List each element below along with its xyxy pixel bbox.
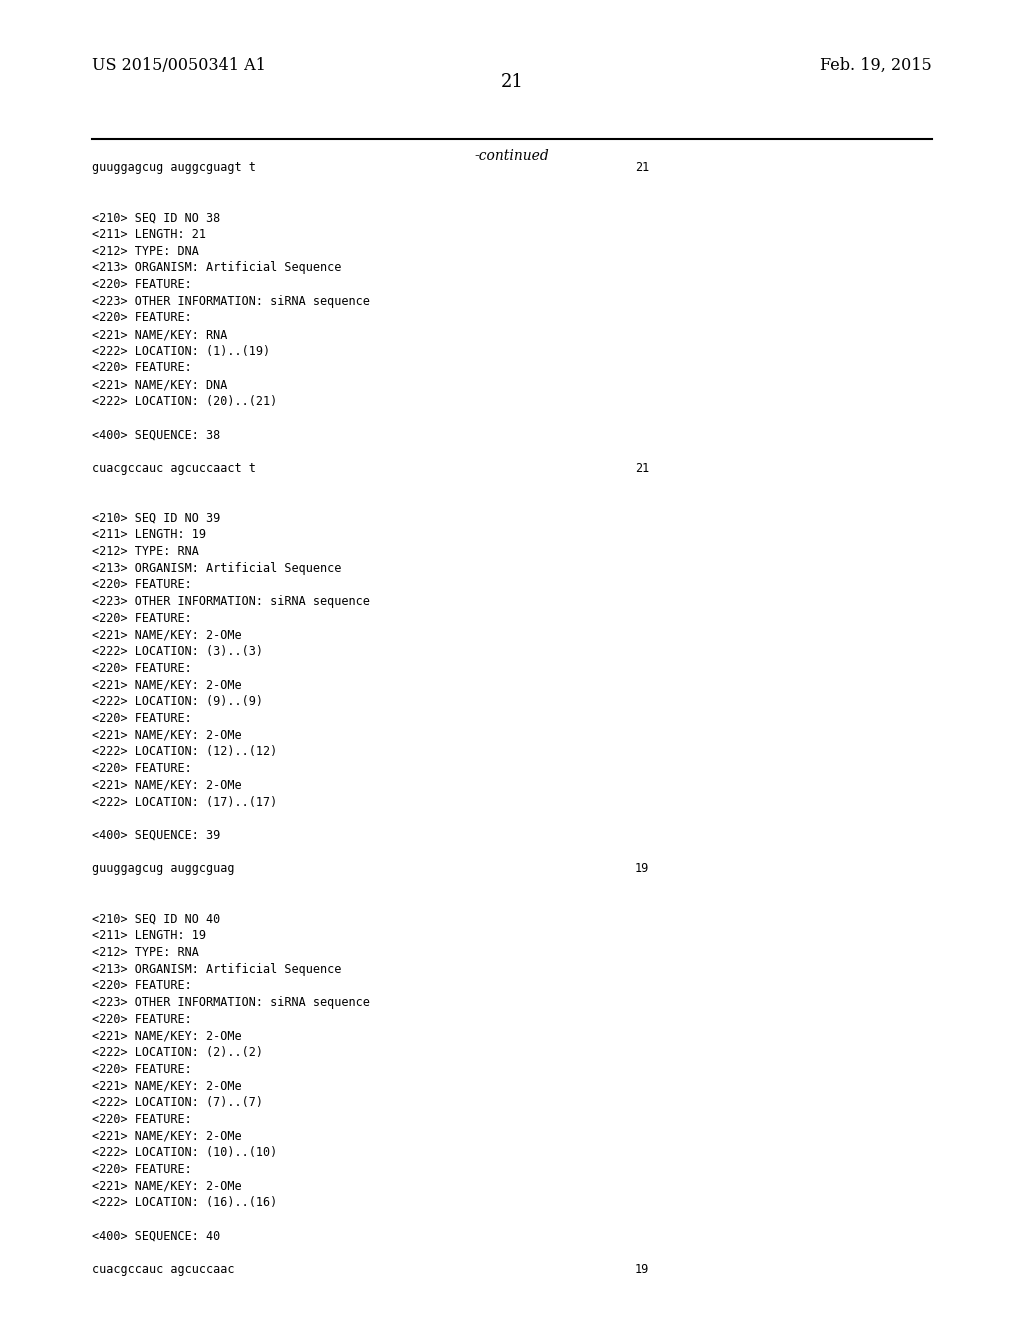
Text: <220> FEATURE:: <220> FEATURE: [92, 312, 191, 325]
Text: <222> LOCATION: (10)..(10): <222> LOCATION: (10)..(10) [92, 1146, 278, 1159]
Text: 21: 21 [635, 161, 649, 174]
Text: <221> NAME/KEY: DNA: <221> NAME/KEY: DNA [92, 378, 227, 391]
Text: <222> LOCATION: (3)..(3): <222> LOCATION: (3)..(3) [92, 645, 263, 659]
Text: <221> NAME/KEY: 2-OMe: <221> NAME/KEY: 2-OMe [92, 779, 242, 792]
Text: cuacgccauc agcuccaac: cuacgccauc agcuccaac [92, 1263, 234, 1276]
Text: <222> LOCATION: (9)..(9): <222> LOCATION: (9)..(9) [92, 696, 263, 709]
Text: <222> LOCATION: (16)..(16): <222> LOCATION: (16)..(16) [92, 1196, 278, 1209]
Text: <212> TYPE: DNA: <212> TYPE: DNA [92, 244, 199, 257]
Text: <221> NAME/KEY: 2-OMe: <221> NAME/KEY: 2-OMe [92, 1180, 242, 1192]
Text: <222> LOCATION: (12)..(12): <222> LOCATION: (12)..(12) [92, 746, 278, 759]
Text: <222> LOCATION: (7)..(7): <222> LOCATION: (7)..(7) [92, 1096, 263, 1109]
Text: <210> SEQ ID NO 38: <210> SEQ ID NO 38 [92, 211, 220, 224]
Text: <222> LOCATION: (1)..(19): <222> LOCATION: (1)..(19) [92, 345, 270, 358]
Text: <220> FEATURE:: <220> FEATURE: [92, 1012, 191, 1026]
Text: <212> TYPE: RNA: <212> TYPE: RNA [92, 545, 199, 558]
Text: <213> ORGANISM: Artificial Sequence: <213> ORGANISM: Artificial Sequence [92, 562, 342, 574]
Text: <213> ORGANISM: Artificial Sequence: <213> ORGANISM: Artificial Sequence [92, 962, 342, 975]
Text: <212> TYPE: RNA: <212> TYPE: RNA [92, 946, 199, 958]
Text: <221> NAME/KEY: 2-OMe: <221> NAME/KEY: 2-OMe [92, 1080, 242, 1093]
Text: 21: 21 [635, 462, 649, 475]
Text: <223> OTHER INFORMATION: siRNA sequence: <223> OTHER INFORMATION: siRNA sequence [92, 294, 370, 308]
Text: <400> SEQUENCE: 39: <400> SEQUENCE: 39 [92, 829, 220, 842]
Text: <221> NAME/KEY: 2-OMe: <221> NAME/KEY: 2-OMe [92, 1130, 242, 1143]
Text: <222> LOCATION: (2)..(2): <222> LOCATION: (2)..(2) [92, 1045, 263, 1059]
Text: -continued: -continued [475, 149, 549, 164]
Text: <220> FEATURE:: <220> FEATURE: [92, 711, 191, 725]
Text: cuacgccauc agcuccaact t: cuacgccauc agcuccaact t [92, 462, 256, 475]
Text: <211> LENGTH: 21: <211> LENGTH: 21 [92, 228, 206, 240]
Text: <221> NAME/KEY: 2-OMe: <221> NAME/KEY: 2-OMe [92, 1030, 242, 1043]
Text: <221> NAME/KEY: RNA: <221> NAME/KEY: RNA [92, 327, 227, 341]
Text: 19: 19 [635, 1263, 649, 1276]
Text: <211> LENGTH: 19: <211> LENGTH: 19 [92, 528, 206, 541]
Text: <210> SEQ ID NO 39: <210> SEQ ID NO 39 [92, 512, 220, 524]
Text: 21: 21 [501, 73, 523, 91]
Text: <220> FEATURE:: <220> FEATURE: [92, 279, 191, 290]
Text: <220> FEATURE:: <220> FEATURE: [92, 362, 191, 375]
Text: <210> SEQ ID NO 40: <210> SEQ ID NO 40 [92, 912, 220, 925]
Text: <211> LENGTH: 19: <211> LENGTH: 19 [92, 929, 206, 942]
Text: <220> FEATURE:: <220> FEATURE: [92, 979, 191, 993]
Text: <220> FEATURE:: <220> FEATURE: [92, 578, 191, 591]
Text: <222> LOCATION: (20)..(21): <222> LOCATION: (20)..(21) [92, 395, 278, 408]
Text: <220> FEATURE:: <220> FEATURE: [92, 762, 191, 775]
Text: 19: 19 [635, 862, 649, 875]
Text: <223> OTHER INFORMATION: siRNA sequence: <223> OTHER INFORMATION: siRNA sequence [92, 995, 370, 1008]
Text: <400> SEQUENCE: 40: <400> SEQUENCE: 40 [92, 1230, 220, 1242]
Text: <220> FEATURE:: <220> FEATURE: [92, 1163, 191, 1176]
Text: <213> ORGANISM: Artificial Sequence: <213> ORGANISM: Artificial Sequence [92, 261, 342, 275]
Text: <222> LOCATION: (17)..(17): <222> LOCATION: (17)..(17) [92, 796, 278, 809]
Text: <220> FEATURE:: <220> FEATURE: [92, 1113, 191, 1126]
Text: Feb. 19, 2015: Feb. 19, 2015 [820, 57, 932, 74]
Text: <221> NAME/KEY: 2-OMe: <221> NAME/KEY: 2-OMe [92, 628, 242, 642]
Text: US 2015/0050341 A1: US 2015/0050341 A1 [92, 57, 266, 74]
Text: <220> FEATURE:: <220> FEATURE: [92, 1063, 191, 1076]
Text: <400> SEQUENCE: 38: <400> SEQUENCE: 38 [92, 428, 220, 441]
Text: <220> FEATURE:: <220> FEATURE: [92, 663, 191, 675]
Text: <220> FEATURE:: <220> FEATURE: [92, 612, 191, 624]
Text: guuggagcug auggcguag: guuggagcug auggcguag [92, 862, 234, 875]
Text: <223> OTHER INFORMATION: siRNA sequence: <223> OTHER INFORMATION: siRNA sequence [92, 595, 370, 609]
Text: <221> NAME/KEY: 2-OMe: <221> NAME/KEY: 2-OMe [92, 729, 242, 742]
Text: guuggagcug auggcguagt t: guuggagcug auggcguagt t [92, 161, 256, 174]
Text: <221> NAME/KEY: 2-OMe: <221> NAME/KEY: 2-OMe [92, 678, 242, 692]
